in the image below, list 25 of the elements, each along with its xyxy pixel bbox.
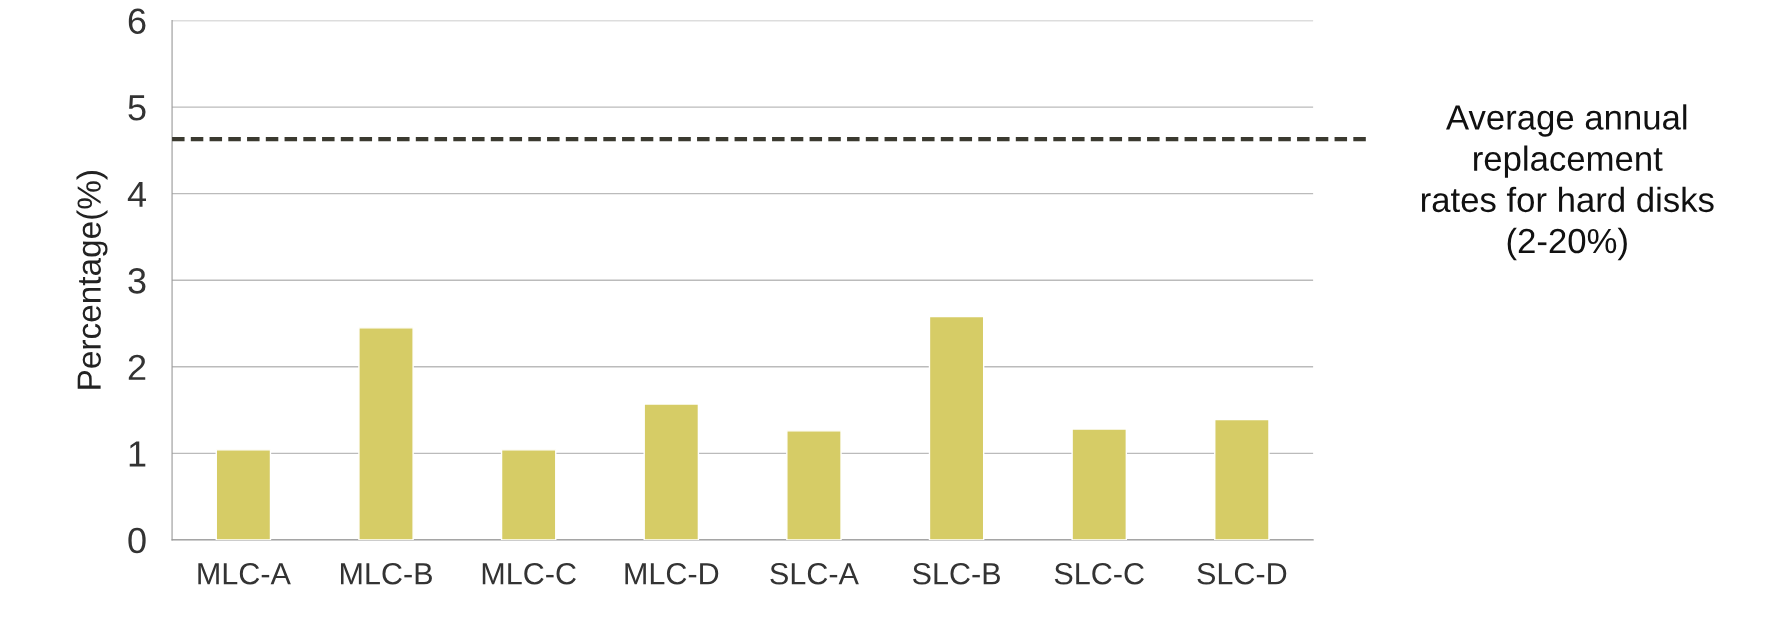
y-tick-label: 1 — [129, 441, 146, 467]
bar — [215, 449, 272, 540]
x-tick-label: MLC-D — [625, 562, 719, 585]
bar — [928, 315, 985, 540]
y-tick-label: 6 — [128, 8, 146, 34]
y-tick-label: 4 — [127, 181, 146, 207]
bar — [1071, 428, 1128, 540]
y-tick-label: 3 — [128, 268, 146, 294]
y-axis-title: Percentage(%) — [76, 171, 108, 389]
x-tick-label: SLC-A — [770, 562, 859, 585]
x-tick-label: MLC-B — [340, 562, 432, 585]
bar — [643, 403, 700, 540]
y-tick-label: 0 — [128, 527, 146, 554]
y-tick-label: 2 — [128, 354, 146, 380]
bar — [358, 327, 414, 540]
x-tick-label: MLC-C — [482, 562, 576, 585]
ref-line-label: Average annual replacement rates for hard disks (2-20%) — [1421, 104, 1714, 261]
bar — [500, 449, 557, 540]
bar — [1214, 418, 1270, 540]
x-tick-label: MLC-A — [198, 562, 291, 585]
bar — [786, 430, 842, 540]
x-tick-label: SLC-D — [1197, 562, 1287, 585]
y-tick-label: 5 — [128, 95, 146, 121]
x-tick-label: SLC-C — [1054, 562, 1144, 585]
x-tick-label: SLC-B — [912, 562, 1000, 585]
